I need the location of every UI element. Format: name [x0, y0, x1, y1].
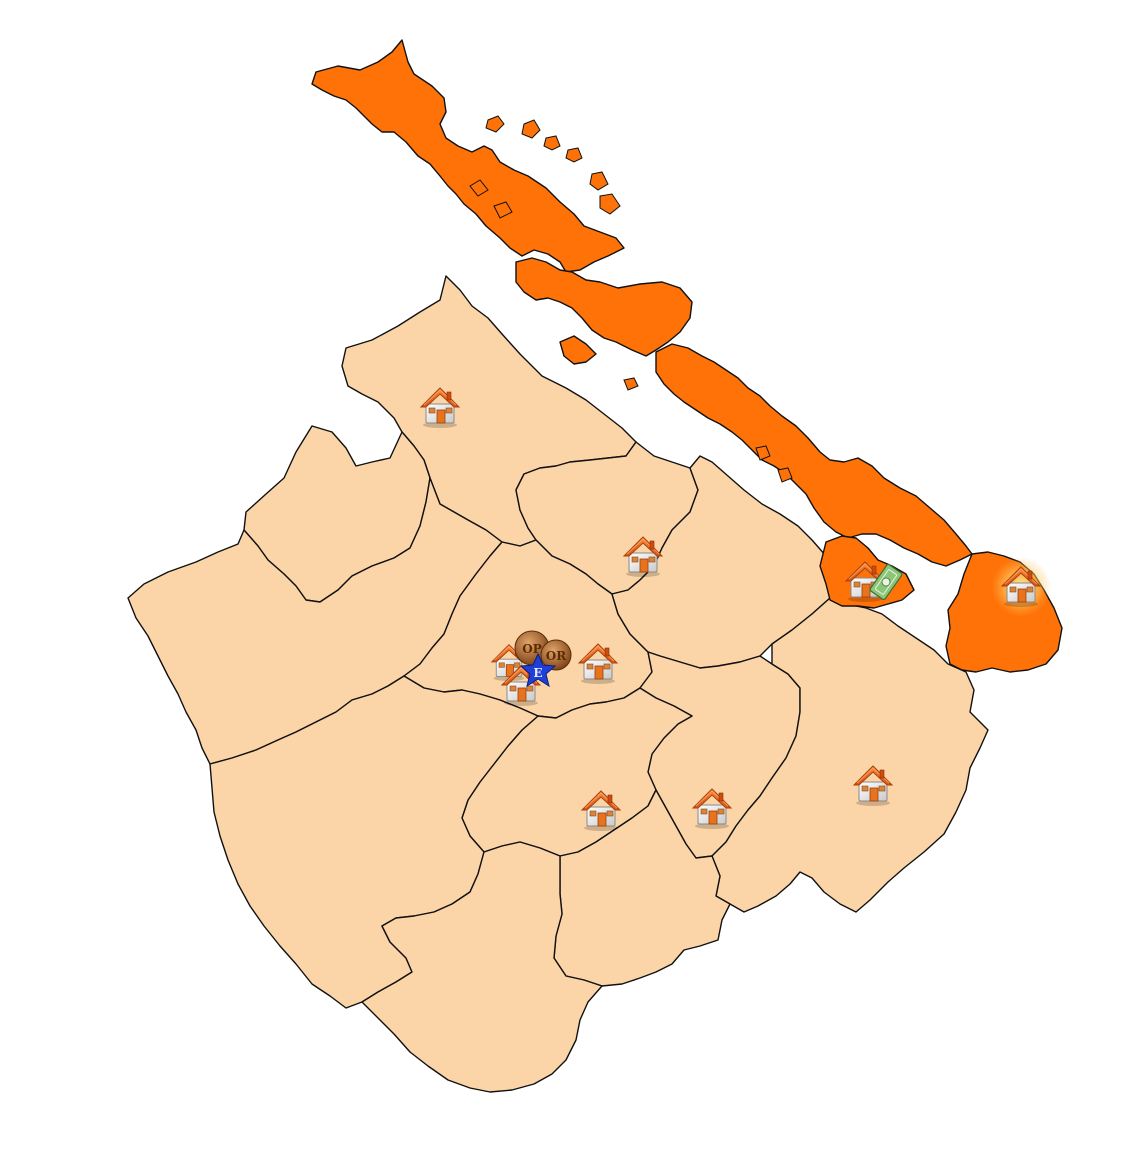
badge-label: OR [546, 649, 567, 663]
star-icon[interactable]: E [519, 652, 557, 688]
mainland [127, 275, 989, 1093]
region-south[interactable] [361, 841, 603, 1093]
region-east[interactable] [711, 597, 989, 913]
badge-group: OP OR E [514, 630, 572, 688]
island-chain-region[interactable] [311, 39, 973, 567]
badge-icon[interactable]: OR [540, 639, 572, 671]
badge-icon[interactable]: OP [514, 630, 550, 666]
star-label: E [533, 666, 542, 680]
banknote-icon[interactable] [869, 563, 903, 601]
region-south-east-mid[interactable] [553, 789, 731, 987]
badge-label: OP [522, 642, 541, 656]
